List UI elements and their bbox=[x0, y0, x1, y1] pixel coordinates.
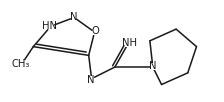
Bar bbox=[93, 28, 98, 35]
Bar bbox=[17, 60, 25, 68]
Text: NH: NH bbox=[122, 38, 137, 48]
Bar bbox=[88, 76, 93, 83]
Bar bbox=[125, 39, 134, 47]
Text: CH₃: CH₃ bbox=[12, 59, 30, 69]
Bar bbox=[151, 63, 156, 70]
Text: O: O bbox=[91, 26, 99, 36]
Text: HN: HN bbox=[42, 21, 57, 31]
Bar bbox=[72, 13, 76, 20]
Text: N: N bbox=[149, 61, 157, 71]
Bar bbox=[45, 22, 53, 29]
Text: N: N bbox=[87, 75, 95, 85]
Text: N: N bbox=[70, 12, 78, 22]
